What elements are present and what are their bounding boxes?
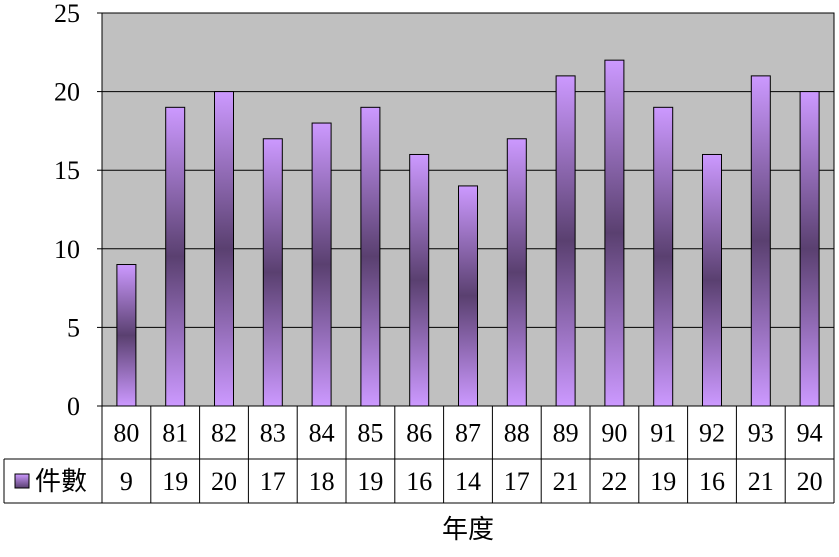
bar (116, 264, 137, 407)
data-label: 19 (357, 467, 383, 496)
category-label: 84 (309, 419, 335, 448)
category-label: 85 (357, 419, 383, 448)
x-axis-label: 年度 (442, 515, 494, 544)
bar (311, 122, 332, 407)
category-label: 81 (162, 419, 188, 448)
bar (604, 59, 625, 407)
category-label: 94 (797, 419, 823, 448)
category-label: 80 (113, 419, 139, 448)
bar (360, 106, 381, 407)
category-label: 91 (650, 419, 676, 448)
data-label: 17 (504, 467, 530, 496)
bar (702, 153, 722, 407)
bars (116, 59, 820, 407)
y-tick-label: 10 (54, 235, 80, 264)
category-label: 82 (211, 419, 237, 448)
data-table: 80 81 82 83 84 85 86 87 88 89 90 91 92 93 94 9 19 20 17 18 1… (3, 405, 835, 504)
y-tick-label: 25 (54, 0, 80, 28)
bar (262, 138, 283, 407)
y-tick-label: 0 (67, 392, 80, 421)
data-label: 16 (406, 467, 432, 496)
category-label: 93 (748, 419, 774, 448)
y-tick-label: 15 (54, 156, 80, 185)
category-label: 90 (601, 419, 627, 448)
data-label: 21 (553, 467, 579, 496)
data-label: 19 (162, 467, 188, 496)
data-label: 20 (211, 467, 237, 496)
category-label: 92 (699, 419, 725, 448)
bar (750, 75, 771, 407)
y-axis-ticks: 0 5 10 15 20 25 (54, 0, 102, 421)
legend-label: 件數 (35, 467, 87, 496)
bar (799, 91, 820, 407)
data-label: 20 (797, 467, 823, 496)
y-tick-label: 5 (67, 313, 80, 342)
data-label: 9 (120, 467, 133, 496)
bar (653, 106, 674, 407)
data-label: 14 (455, 467, 481, 496)
bar (458, 185, 478, 407)
data-label: 21 (748, 467, 774, 496)
data-label: 19 (650, 467, 676, 496)
bar (555, 75, 576, 407)
y-tick-label: 20 (54, 78, 80, 107)
category-label: 83 (260, 419, 286, 448)
data-label: 18 (309, 467, 335, 496)
legend-swatch (14, 473, 30, 489)
data-label: 16 (699, 467, 725, 496)
bar (506, 138, 527, 407)
category-label: 87 (455, 419, 481, 448)
data-label: 17 (260, 467, 286, 496)
bar (165, 106, 186, 407)
bar (409, 153, 430, 407)
category-label: 89 (553, 419, 579, 448)
bar (214, 91, 234, 407)
category-label: 86 (406, 419, 432, 448)
data-label: 22 (601, 467, 627, 496)
category-label: 88 (504, 419, 530, 448)
